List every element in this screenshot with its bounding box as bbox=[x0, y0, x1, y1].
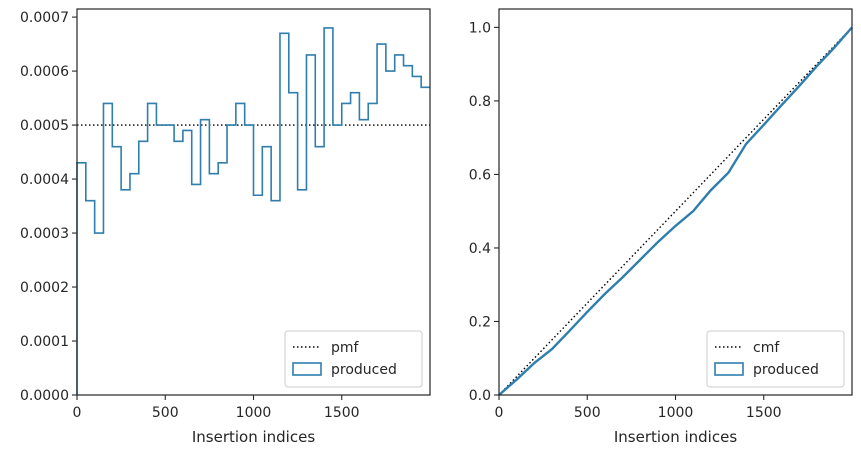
left-x-axis-label: Insertion indices bbox=[192, 428, 315, 446]
right-x-axis-label: Insertion indices bbox=[614, 428, 737, 446]
left-y-ticks: 0.0000 0.0001 0.0002 0.0003 0.0004 0.0005 0.00… bbox=[20, 10, 77, 404]
y-tick-label: 0.0003 bbox=[20, 226, 69, 242]
y-tick-label: 0.0004 bbox=[20, 172, 69, 188]
x-tick-label: 1000 bbox=[236, 405, 272, 421]
left-x-ticks: 0 500 1000 1500 bbox=[73, 395, 360, 421]
right-legend: cmf produced bbox=[706, 330, 845, 388]
x-tick-label: 500 bbox=[574, 405, 601, 421]
cmf-cumulative-panel: 0 500 1000 1500 0.0 0.2 0.4 0.6 0.8 1.0 Insertio… bbox=[469, 8, 853, 446]
legend-cmf-label: cmf bbox=[753, 340, 780, 356]
y-tick-label: 0.2 bbox=[469, 314, 491, 330]
right-x-ticks: 0 500 1000 1500 bbox=[495, 395, 782, 421]
y-tick-label: 1.0 bbox=[469, 20, 491, 36]
x-tick-label: 1500 bbox=[746, 405, 782, 421]
legend-produced-label: produced bbox=[753, 362, 819, 378]
legend-produced-swatch bbox=[714, 362, 744, 376]
pmf-histogram-panel: 0 500 1000 1500 0.00000.00010.00020.00030.0… bbox=[20, 8, 431, 446]
left-legend: pmf produced bbox=[284, 330, 423, 388]
y-tick-label: 0.6 bbox=[469, 167, 491, 183]
produced-step-histogram bbox=[76, 27, 430, 395]
left-axes-frame bbox=[76, 8, 431, 396]
x-tick-label: 1000 bbox=[658, 405, 694, 421]
left-legend-box bbox=[284, 330, 423, 388]
x-tick-label: 0 bbox=[495, 405, 504, 421]
legend-produced-label: produced bbox=[331, 362, 397, 378]
legend-produced-swatch bbox=[292, 362, 322, 376]
y-tick-label: 0.0 bbox=[469, 388, 491, 404]
cmf-reference-line bbox=[498, 26, 853, 396]
y-tick-label: 0.0007 bbox=[20, 10, 69, 26]
y-tick-label: 0.4 bbox=[469, 241, 491, 257]
y-tick-label: 0.8 bbox=[469, 94, 491, 110]
y-tick-label: 0.0000 bbox=[20, 388, 69, 404]
y-tick-label: 0.0002 bbox=[20, 280, 69, 296]
x-tick-label: 500 bbox=[152, 405, 179, 421]
y-tick-label: 0.0005 bbox=[20, 118, 69, 134]
legend-pmf-label: pmf bbox=[331, 340, 360, 356]
x-tick-label: 1500 bbox=[324, 405, 360, 421]
x-tick-label: 0 bbox=[73, 405, 82, 421]
produced-cumulative-line bbox=[498, 26, 853, 396]
right-y-ticks: 0.0 0.2 0.4 0.6 0.8 1.0 bbox=[469, 20, 499, 404]
right-axes-frame bbox=[498, 8, 853, 396]
y-tick-label: 0.0006 bbox=[20, 64, 69, 80]
y-tick-label: 0.0001 bbox=[20, 334, 69, 350]
right-legend-box bbox=[706, 330, 845, 388]
